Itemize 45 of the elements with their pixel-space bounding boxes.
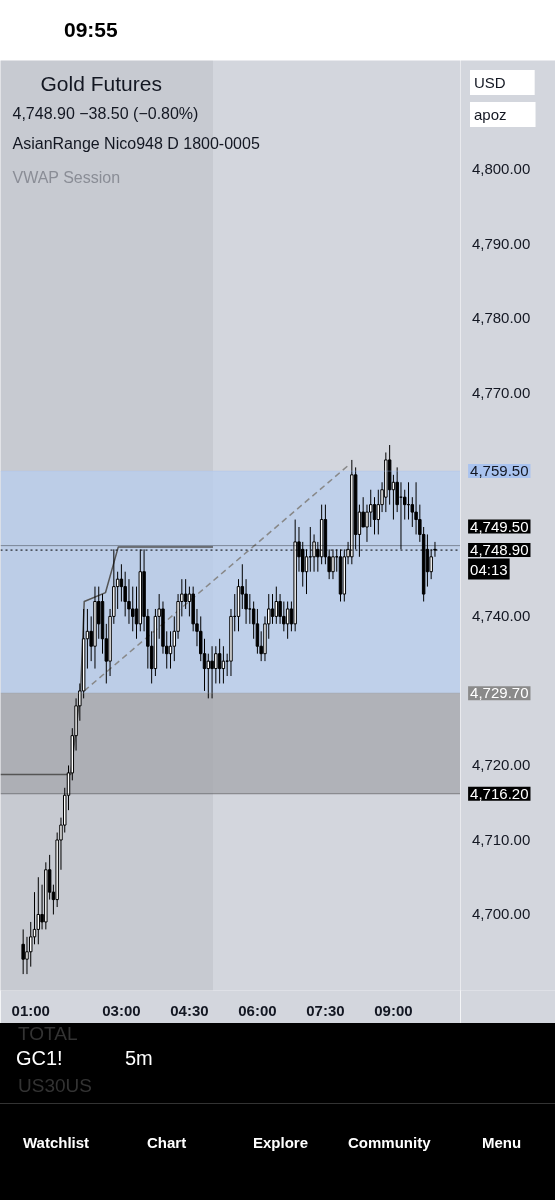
candlestick: [274, 586, 279, 625]
text: Gold Futures: [40, 72, 162, 95]
text: Explore: [253, 1134, 309, 1151]
y-tick-label: 4,780.00: [471, 309, 531, 327]
y-tick-label: 4,770.00: [471, 383, 531, 401]
annotation: AsianRange Nico948 D 1800-0005: [12, 135, 260, 152]
candlestick: [206, 653, 211, 699]
x-tick-label: 09:00: [374, 1001, 413, 1019]
ref-line-label: 4,716.20: [470, 784, 529, 802]
text: apoz: [474, 106, 507, 123]
y-tick-label: 4,800.00: [471, 160, 531, 178]
ref-line-label: 4,729.70: [470, 684, 529, 702]
candlestick: [21, 928, 25, 975]
x-tick-label: 04:30: [170, 1001, 209, 1019]
candlestick: [210, 645, 214, 699]
x-tick-label: 07:30: [306, 1001, 345, 1019]
y-tick-label: 4,700.00: [471, 905, 531, 923]
ref-line-label: 4,748.90: [470, 541, 529, 559]
y-tick-label: 4,720.00: [471, 756, 531, 774]
x-tick-label: 06:00: [238, 1001, 277, 1019]
candlestick: [221, 645, 226, 684]
candlestick: [270, 593, 275, 625]
text: 5m: [125, 1047, 153, 1070]
text: 04:13: [470, 560, 508, 578]
text: 4,748.90 −38.50 (−0.80%): [12, 105, 199, 122]
text: Menu: [482, 1134, 522, 1151]
candlestick: [36, 876, 41, 945]
text: USD: [474, 74, 506, 91]
candlestick: [183, 578, 188, 610]
x-tick-label: 01:00: [11, 1001, 50, 1019]
ref-line-label: 4,759.50: [470, 462, 529, 480]
text: Chart: [147, 1134, 187, 1151]
y-tick-label: 4,790.00: [471, 234, 531, 252]
x-tick-label: 03:00: [102, 1001, 141, 1019]
y-tick-label: 4,740.00: [471, 607, 531, 625]
y-tick-label: 4,710.00: [471, 830, 531, 848]
candlestick: [255, 608, 260, 655]
text: GC1!: [16, 1047, 63, 1070]
text: Watchlist: [23, 1134, 90, 1151]
annotation: VWAP Session: [12, 169, 121, 186]
text: 09:55: [64, 18, 118, 42]
candlestick: [285, 601, 290, 640]
candlestick: [217, 638, 222, 684]
text: Community: [348, 1134, 431, 1151]
ref-line-label: 4,749.50: [470, 517, 529, 535]
